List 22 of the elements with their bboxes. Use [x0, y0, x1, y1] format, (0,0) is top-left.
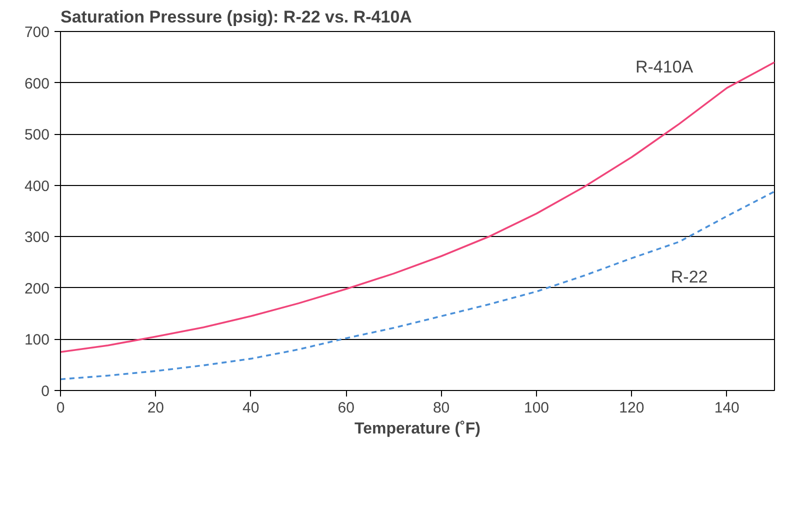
y-tick-label: 400	[24, 178, 50, 195]
x-tick-label: 120	[619, 400, 644, 416]
x-tick-label: 140	[714, 400, 740, 416]
x-tick-label: 40	[242, 400, 260, 416]
x-axis-title: Temperature (˚F)	[354, 420, 480, 438]
y-tick-label: 300	[24, 229, 50, 246]
x-tick-label: 80	[432, 400, 450, 416]
x-tick-label: 0	[56, 400, 65, 416]
x-tick-label: 100	[524, 400, 550, 416]
series-label: R-22	[670, 267, 708, 286]
y-tick-label: 500	[24, 126, 50, 144]
x-tick-label: 20	[147, 400, 164, 416]
line-series	[60, 190, 774, 380]
line-series	[60, 61, 774, 353]
y-tick-label: 200	[24, 280, 50, 298]
y-tick-label: 700	[24, 24, 50, 41]
y-tick-label: 100	[24, 332, 50, 349]
chart-title: Saturation Pressure (psig): R-22 vs. R-410A	[60, 8, 412, 26]
x-tick-label: 60	[338, 400, 354, 416]
y-tick-label: 600	[24, 75, 50, 92]
y-tick-label: 0	[41, 383, 50, 400]
series-label: R-410A	[635, 57, 694, 76]
